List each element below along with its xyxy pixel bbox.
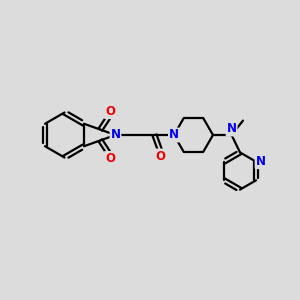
Text: N: N [169, 128, 179, 142]
Text: O: O [105, 152, 115, 165]
Text: N: N [110, 128, 121, 142]
Text: O: O [105, 105, 115, 118]
Text: O: O [155, 149, 166, 163]
Text: N: N [226, 122, 237, 136]
Text: N: N [256, 155, 266, 168]
